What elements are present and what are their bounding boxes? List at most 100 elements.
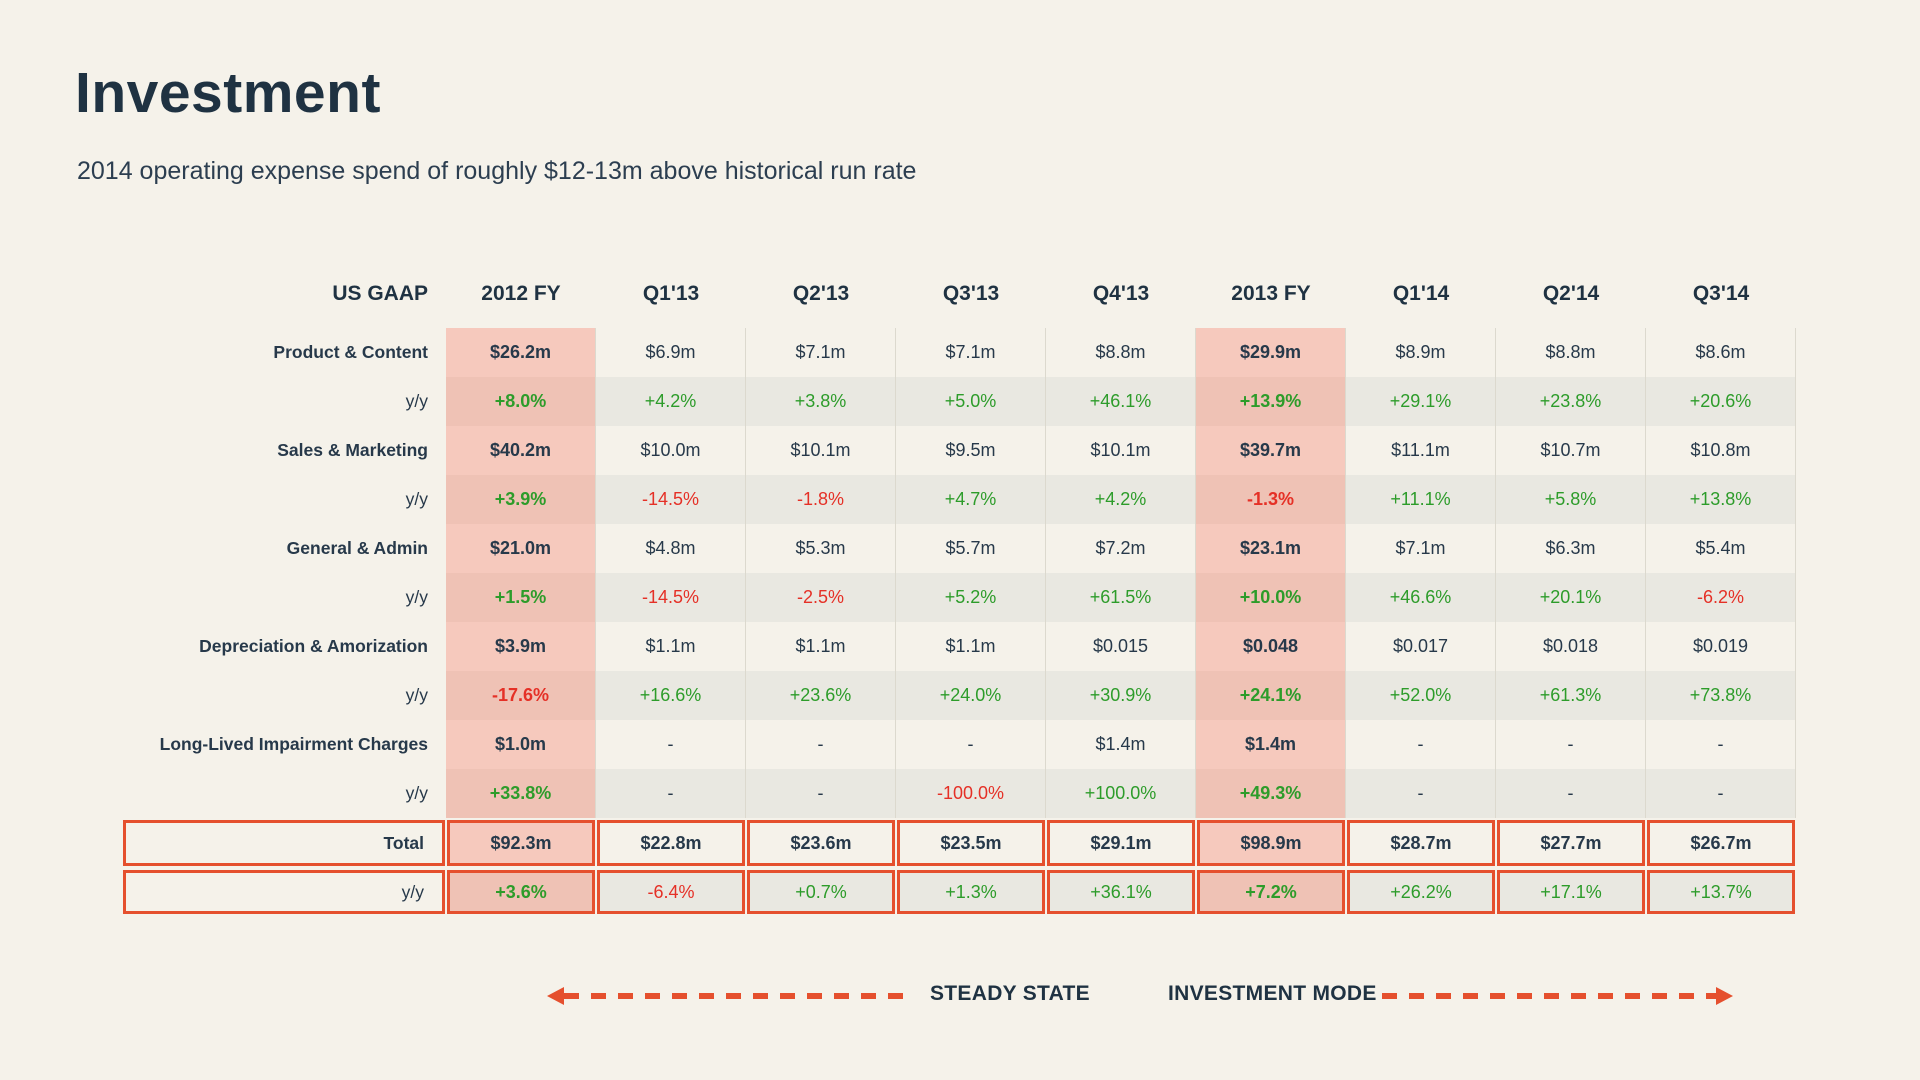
table-cell: $7.2m bbox=[1046, 524, 1196, 573]
table-cell: $1.0m bbox=[446, 720, 596, 769]
row-label: Depreciation & Amorization bbox=[199, 636, 428, 656]
table-cell: +10.0% bbox=[1196, 573, 1346, 622]
table-cell: +61.3% bbox=[1496, 671, 1646, 720]
table-cell: $8.8m bbox=[1046, 328, 1196, 377]
table-cell: - bbox=[1646, 769, 1796, 818]
table-cell: $0.015 bbox=[1046, 622, 1196, 671]
table-cell: +4.2% bbox=[1046, 475, 1196, 524]
table-cell: $10.7m bbox=[1496, 426, 1646, 475]
table-cell: +3.9% bbox=[446, 475, 596, 524]
table-cell: +16.6% bbox=[596, 671, 746, 720]
table-cell: $1.1m bbox=[896, 622, 1046, 671]
table-cell: $8.6m bbox=[1646, 328, 1796, 377]
table-cell: $0.019 bbox=[1646, 622, 1796, 671]
table-cell: $27.7m bbox=[1497, 820, 1645, 866]
column-header: 2012 FY bbox=[481, 282, 561, 305]
table-cell: +23.8% bbox=[1496, 377, 1646, 426]
table-cell: +3.6% bbox=[447, 870, 595, 914]
table-cell: +4.2% bbox=[596, 377, 746, 426]
table-cell: $5.3m bbox=[746, 524, 896, 573]
page-subtitle: 2014 operating expense spend of roughly … bbox=[77, 157, 917, 185]
dashed-line bbox=[564, 993, 912, 999]
table-cell: $7.1m bbox=[746, 328, 896, 377]
table-cell: +46.6% bbox=[1346, 573, 1496, 622]
table-cell: $29.9m bbox=[1196, 328, 1346, 377]
table-cell: $10.1m bbox=[746, 426, 896, 475]
table-cell: +13.8% bbox=[1646, 475, 1796, 524]
table-cell: +33.8% bbox=[446, 769, 596, 818]
table-cell: $3.9m bbox=[446, 622, 596, 671]
table-cell: - bbox=[746, 720, 896, 769]
table-cell: +61.5% bbox=[1046, 573, 1196, 622]
table-cell: +17.1% bbox=[1497, 870, 1645, 914]
column-header: Q2'13 bbox=[792, 282, 850, 305]
table-cell: $7.1m bbox=[1346, 524, 1496, 573]
table-cell: $8.8m bbox=[1496, 328, 1646, 377]
table-cell: - bbox=[1646, 720, 1796, 769]
table-cell: $23.1m bbox=[1196, 524, 1346, 573]
arrow-right-tip-icon bbox=[1716, 987, 1733, 1005]
table-cell: $23.5m bbox=[897, 820, 1045, 866]
table-cell: - bbox=[746, 769, 896, 818]
table-cell: +29.1% bbox=[1346, 377, 1496, 426]
table-cell: +24.1% bbox=[1196, 671, 1346, 720]
dashed-line bbox=[1382, 993, 1716, 999]
row-label: y/y bbox=[405, 587, 428, 607]
table-cell: $92.3m bbox=[447, 820, 595, 866]
table-cell: - bbox=[1346, 769, 1496, 818]
table-cell: +26.2% bbox=[1347, 870, 1495, 914]
left-dashed-arrow-icon bbox=[547, 987, 912, 1005]
table-cell: +46.1% bbox=[1046, 377, 1196, 426]
table-cell: $11.1m bbox=[1346, 426, 1496, 475]
table-cell: $39.7m bbox=[1196, 426, 1346, 475]
table-cell: $98.9m bbox=[1197, 820, 1345, 866]
table-cell: -14.5% bbox=[596, 573, 746, 622]
table-cell: +11.1% bbox=[1346, 475, 1496, 524]
column-header: US GAAP bbox=[332, 282, 428, 305]
table-cell: $9.5m bbox=[896, 426, 1046, 475]
table-cell: +1.5% bbox=[446, 573, 596, 622]
row-label: y/y bbox=[405, 783, 428, 803]
column-header: Q3'14 bbox=[1692, 282, 1750, 305]
table-cell: - bbox=[596, 720, 746, 769]
page-title: Investment bbox=[75, 61, 381, 125]
row-label: y/y bbox=[405, 391, 428, 411]
table-cell: +100.0% bbox=[1046, 769, 1196, 818]
table-cell: $22.8m bbox=[597, 820, 745, 866]
table-cell: $29.1m bbox=[1047, 820, 1195, 866]
table-cell: +20.6% bbox=[1646, 377, 1796, 426]
table-cell: +13.7% bbox=[1647, 870, 1795, 914]
table-cell: $10.8m bbox=[1646, 426, 1796, 475]
table-cell: $0.018 bbox=[1496, 622, 1646, 671]
table-cell: +13.9% bbox=[1196, 377, 1346, 426]
table-cell: $1.1m bbox=[746, 622, 896, 671]
table-cell: $40.2m bbox=[446, 426, 596, 475]
table-cell: -14.5% bbox=[596, 475, 746, 524]
steady-state-label: STEADY STATE bbox=[930, 982, 1090, 1005]
table-cell: -2.5% bbox=[746, 573, 896, 622]
table-cell: +5.0% bbox=[896, 377, 1046, 426]
row-label: y/y bbox=[123, 870, 445, 914]
column-header: Q1'13 bbox=[642, 282, 700, 305]
table-cell: +0.7% bbox=[747, 870, 895, 914]
table-cell: $0.048 bbox=[1196, 622, 1346, 671]
table-cell: $0.017 bbox=[1346, 622, 1496, 671]
table-cell: -6.4% bbox=[597, 870, 745, 914]
arrow-left-tip-icon bbox=[547, 987, 564, 1005]
column-header: 2013 FY bbox=[1231, 282, 1311, 305]
table-cell: - bbox=[1496, 720, 1646, 769]
table-cell: $10.0m bbox=[596, 426, 746, 475]
table-cell: +24.0% bbox=[896, 671, 1046, 720]
table-cell: - bbox=[1496, 769, 1646, 818]
table-cell: -17.6% bbox=[446, 671, 596, 720]
table-cell: - bbox=[596, 769, 746, 818]
table-cell: $26.7m bbox=[1647, 820, 1795, 866]
table-cell: +7.2% bbox=[1197, 870, 1345, 914]
column-header: Q4'13 bbox=[1092, 282, 1150, 305]
investment-mode-label: INVESTMENT MODE bbox=[1168, 982, 1377, 1005]
row-label: y/y bbox=[405, 489, 428, 509]
table-cell: +52.0% bbox=[1346, 671, 1496, 720]
table-cell: $8.9m bbox=[1346, 328, 1496, 377]
table-cell: - bbox=[896, 720, 1046, 769]
column-header: Q2'14 bbox=[1542, 282, 1600, 305]
